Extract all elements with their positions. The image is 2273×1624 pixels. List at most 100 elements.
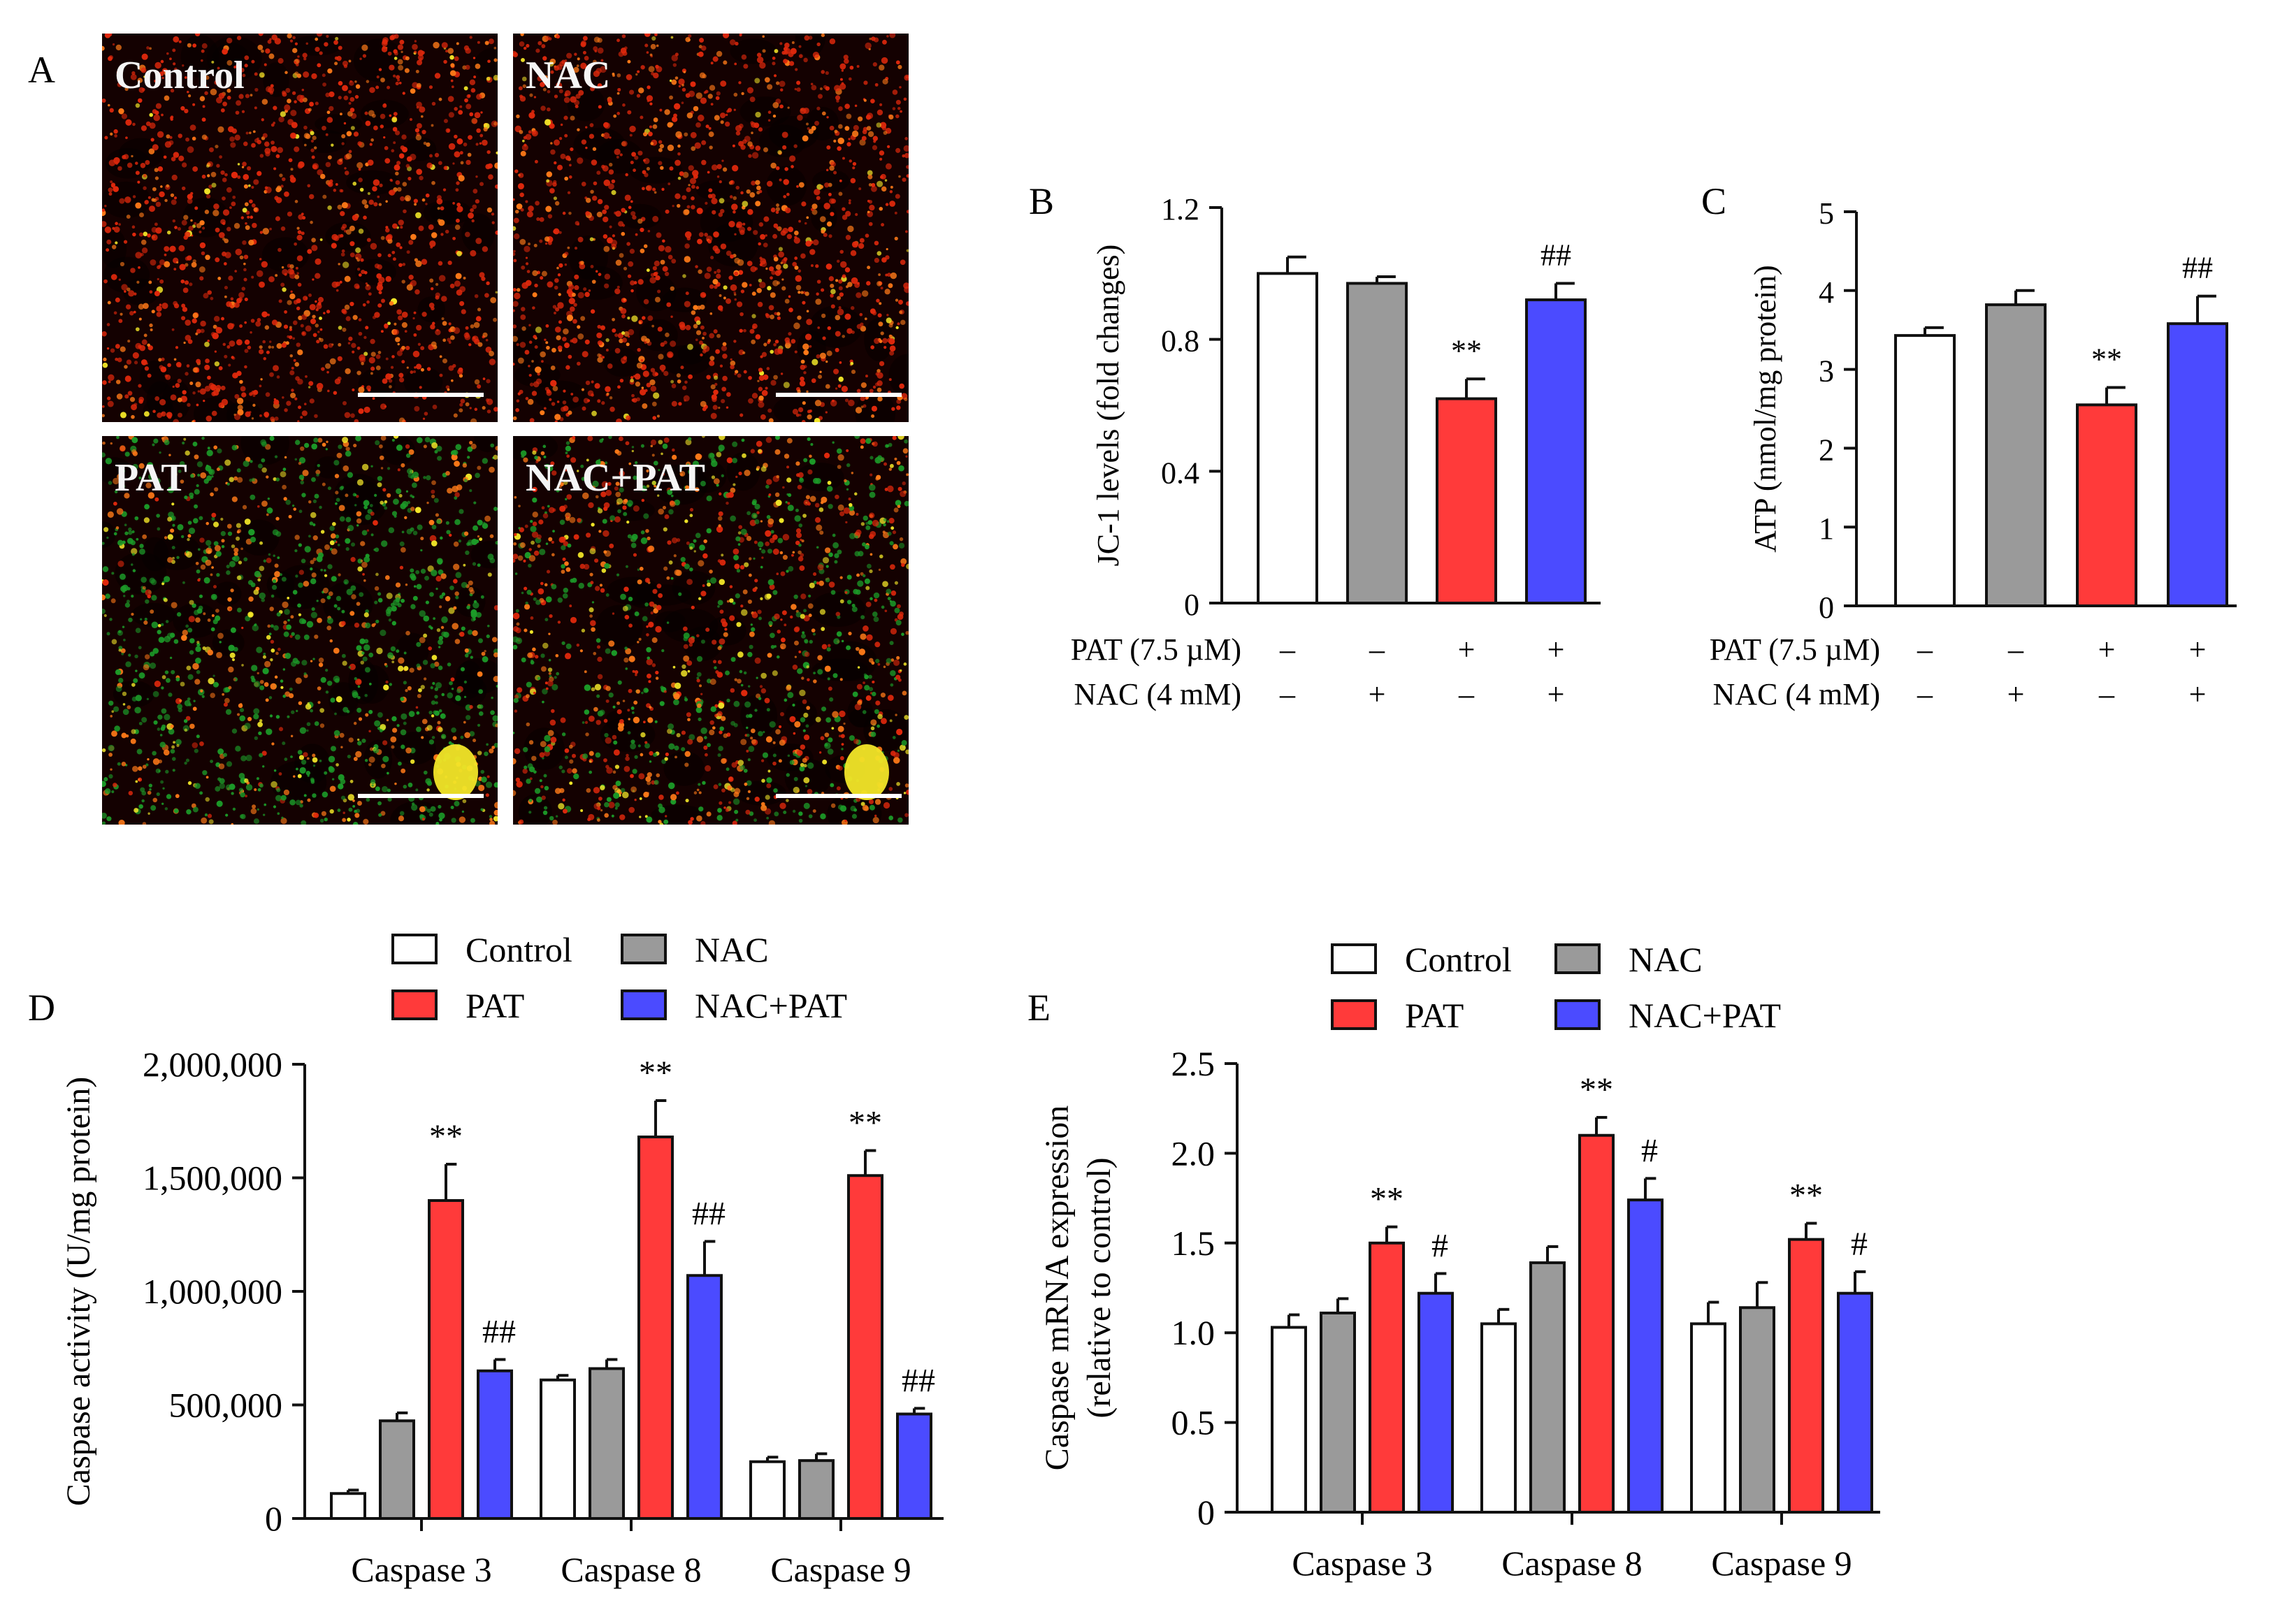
- fluorescence-dot: [480, 769, 485, 774]
- fluorescence-dot: [167, 557, 173, 563]
- fluorescence-dot: [513, 233, 520, 240]
- fluorescence-dot: [774, 449, 781, 455]
- fluorescence-dot: [252, 394, 256, 398]
- fluorescence-dot: [468, 343, 472, 347]
- fluorescence-dot: [389, 114, 392, 117]
- fluorescence-dot: [296, 63, 299, 66]
- fluorescence-dot: [485, 781, 493, 788]
- fluorescence-dot: [700, 291, 707, 298]
- fluorescence-dot: [809, 345, 812, 348]
- fluorescence-dot: [431, 714, 435, 718]
- fluorescence-dot: [182, 287, 189, 293]
- fluorescence-dot: [183, 215, 189, 220]
- fluorescence-dot: [519, 130, 524, 134]
- fluorescence-dot: [319, 818, 324, 823]
- fluorescence-dot: [773, 223, 779, 229]
- fluorescence-dot: [608, 183, 614, 190]
- fluorescence-dot: [829, 38, 836, 45]
- fluorescence-dot: [634, 155, 639, 160]
- fluorescence-dot: [325, 363, 331, 369]
- fluorescence-dot: [207, 174, 210, 177]
- fluorescence-dot: [875, 372, 879, 376]
- fluorescence-dot: [363, 500, 370, 507]
- fluorescence-dot: [612, 74, 615, 77]
- fluorescence-dot: [687, 344, 693, 350]
- fluorescence-dot: [795, 508, 799, 512]
- fluorescence-dot: [584, 55, 589, 61]
- fluorescence-dot: [351, 594, 356, 600]
- fluorescence-dot: [329, 785, 336, 792]
- fluorescence-dot: [438, 665, 443, 671]
- fluorescence-dot: [596, 645, 601, 649]
- fluorescence-dot: [356, 162, 363, 169]
- fluorescence-dot: [568, 298, 575, 305]
- cell-shadow: [423, 201, 463, 225]
- fluorescence-dot: [360, 559, 363, 563]
- fluorescence-dot: [895, 326, 899, 330]
- fluorescence-dot: [310, 148, 315, 152]
- fluorescence-dot: [198, 605, 203, 611]
- fluorescence-dot: [249, 411, 252, 414]
- fluorescence-dot: [414, 128, 420, 133]
- fluorescence-dot: [807, 414, 812, 420]
- fluorescence-dot: [438, 709, 442, 713]
- fluorescence-dot: [364, 667, 370, 673]
- fluorescence-dot: [757, 379, 760, 382]
- fluorescence-dot: [728, 275, 733, 280]
- fluorescence-dot: [794, 256, 798, 260]
- fluorescence-dot: [525, 200, 528, 203]
- fluorescence-dot: [809, 454, 812, 458]
- fluorescence-dot: [124, 451, 130, 457]
- fluorescence-dot: [619, 487, 624, 493]
- fluorescence-dot: [807, 409, 811, 414]
- fluorescence-dot: [412, 370, 417, 374]
- cell-shadow: [474, 47, 498, 83]
- fluorescence-dot: [226, 565, 230, 569]
- fluorescence-dot: [215, 384, 222, 391]
- fluorescence-dot: [549, 614, 553, 618]
- fluorescence-dot: [729, 195, 733, 198]
- fluorescence-dot: [365, 609, 370, 614]
- fluorescence-dot: [335, 595, 342, 602]
- fluorescence-dot: [194, 34, 201, 37]
- fluorescence-dot: [253, 589, 259, 595]
- fluorescence-dot: [784, 50, 788, 55]
- fluorescence-dot: [421, 50, 425, 55]
- fluorescence-dot: [154, 61, 161, 69]
- fluorescence-dot: [103, 614, 107, 617]
- fluorescence-dot: [445, 595, 451, 602]
- fluorescence-dot: [827, 326, 832, 331]
- fluorescence-dot: [449, 70, 456, 76]
- fluorescence-dot: [341, 202, 348, 209]
- fluorescence-dot: [173, 196, 178, 200]
- fluorescence-dot: [207, 447, 210, 450]
- fluorescence-dot: [180, 535, 185, 539]
- fluorescence-dot: [213, 585, 217, 589]
- fluorescence-dot: [150, 805, 157, 811]
- fluorescence-dot: [310, 611, 318, 618]
- fluorescence-dot: [286, 400, 291, 406]
- fluorescence-dot: [330, 533, 336, 539]
- fluorescence-dot: [749, 284, 752, 287]
- fluorescence-dot: [319, 317, 322, 320]
- fluorescence-dot: [678, 78, 685, 85]
- fluorescence-dot: [804, 291, 809, 296]
- fluorescence-dot: [250, 319, 255, 323]
- fluorescence-dot: [121, 732, 127, 739]
- fluorescence-dot: [121, 113, 128, 119]
- fluorescence-dot: [242, 208, 247, 213]
- fluorescence-dot: [182, 307, 188, 312]
- fluorescence-dot: [770, 644, 775, 649]
- fluorescence-dot: [593, 181, 598, 186]
- fluorescence-dot: [816, 354, 821, 358]
- fluorescence-dot: [188, 528, 196, 535]
- fluorescence-dot: [475, 143, 479, 146]
- fluorescence-dot: [586, 788, 591, 793]
- fluorescence-dot: [684, 399, 686, 402]
- fluorescence-dot: [108, 159, 116, 166]
- fluorescence-dot: [117, 82, 122, 87]
- fluorescence-dot: [315, 258, 322, 265]
- fluorescence-dot: [585, 380, 591, 386]
- fluorescence-dot: [888, 378, 892, 382]
- fluorescence-dot: [131, 594, 134, 598]
